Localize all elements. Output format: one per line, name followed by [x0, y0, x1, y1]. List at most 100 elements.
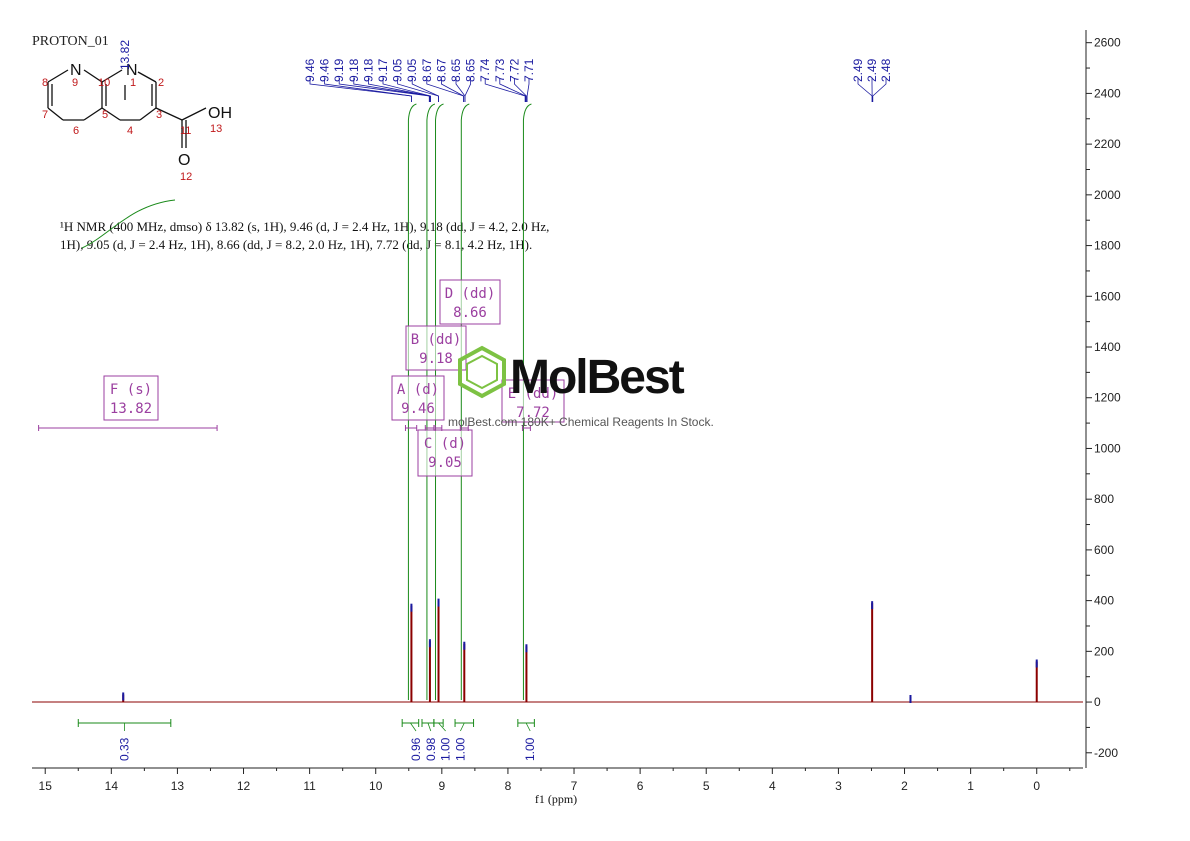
integral-value: 1.00: [523, 737, 537, 761]
atom-number-1: 1: [130, 77, 136, 89]
y-tick-label: 1800: [1094, 239, 1121, 253]
multiplet-shift-label: 13.82: [110, 401, 152, 417]
x-tick-label: 7: [571, 779, 578, 793]
x-axis-label: f1 (ppm): [535, 792, 577, 806]
multiplet-shift-label: 7.72: [516, 405, 550, 421]
x-tick-label: 0: [1033, 779, 1040, 793]
y-tick-label: 2600: [1094, 36, 1121, 50]
atom-number-8: 8: [42, 77, 48, 89]
peak-leader-line: [484, 78, 526, 102]
multiplet-box: [439, 279, 501, 325]
peak-label: 8.67: [420, 58, 434, 82]
peak-leader-line: [411, 78, 439, 102]
peak-label: 8.67: [434, 58, 448, 82]
molecule-structure: [47, 69, 207, 148]
multiplet-box: [103, 375, 159, 421]
atom-number-13: 13: [210, 123, 222, 135]
atom-number-11: 11: [180, 125, 191, 137]
peak-label: 9.05: [405, 58, 419, 82]
watermark-tagline: molBest.com 180K+ Chemical Reagents In S…: [448, 415, 714, 429]
integral-value: 0.98: [424, 737, 438, 761]
peak-leader-line: [464, 78, 471, 102]
integral-value: 0.96: [409, 737, 423, 761]
atom-number-2: 2: [158, 77, 164, 89]
y-tick-label: 600: [1094, 543, 1114, 557]
atom-number-10: 10: [98, 77, 110, 89]
y-tick-label: 2400: [1094, 86, 1121, 100]
atom-oh13: OH: [208, 105, 232, 122]
peak-leader-line: [324, 78, 412, 102]
x-tick-label: 6: [637, 779, 644, 793]
axes: 15 14 13 12 11 10 9 8 7 6 5 4 3 2 1 0-20002004006008001…: [32, 30, 1121, 793]
integral-link-curve: [81, 199, 176, 249]
integral-leader: [438, 722, 446, 732]
peak-leader-line: [338, 78, 430, 102]
peak-leader-line: [499, 78, 527, 102]
x-tick-label: 5: [703, 779, 710, 793]
multiplet-shift-label: 9.05: [428, 455, 462, 471]
integral-value: 1.00: [453, 737, 467, 761]
peak-label: 7.74: [478, 58, 492, 82]
integral-leader: [525, 722, 531, 732]
peak-label: 7.73: [493, 58, 507, 82]
integral-leader: [460, 722, 465, 732]
peak-label: 7.71: [522, 58, 536, 82]
peak-leader-line: [872, 78, 887, 102]
peak-label: 8.65: [449, 58, 463, 82]
x-tick-label: 3: [835, 779, 842, 793]
multiplet-type-label: B (dd): [411, 332, 462, 348]
y-tick-label: 800: [1094, 492, 1114, 506]
x-tick-label: 4: [769, 779, 776, 793]
y-tick-label: 1400: [1094, 340, 1121, 354]
multiplet-type-label: C (d): [424, 436, 466, 452]
watermark: MolBest molBest.com 180K+ Chemical Reage…: [448, 345, 714, 429]
atom-number-9: 9: [72, 77, 78, 89]
integral-brackets: 0.33 0.96 0.98 1.00 1.00 1.00: [77, 719, 537, 761]
atom-number-7: 7: [42, 109, 48, 121]
nmr-description-line1: ¹H NMR (400 MHz, dmso) δ 13.82 (s, 1H), …: [60, 219, 549, 234]
multiplet-shift-label: 8.66: [453, 305, 487, 321]
multiplet-box: [417, 429, 473, 477]
x-tick-label: 10: [369, 779, 383, 793]
x-tick-label: 1: [967, 779, 974, 793]
watermark-brand: MolBest: [510, 351, 685, 404]
atom-o12: O: [178, 152, 190, 169]
peak-leader-line: [526, 78, 530, 102]
integral-curve: [435, 103, 444, 700]
x-tick-label: 15: [39, 779, 53, 793]
atom-number-4: 4: [127, 125, 133, 137]
x-tick-label: 2: [901, 779, 908, 793]
integral-curve: [407, 103, 417, 700]
integral-value: 1.00: [439, 737, 453, 761]
multiplet-type-label: A (d): [397, 382, 439, 398]
atom-n9: N: [70, 62, 82, 79]
multiplet-type-label: D (dd): [445, 286, 496, 302]
y-tick-label: 2200: [1094, 137, 1121, 151]
y-tick-label: 400: [1094, 594, 1114, 608]
peak-label: 7.72: [507, 58, 521, 82]
multiplet-shift-label: 9.18: [419, 351, 453, 367]
peak-label: 2.48: [879, 58, 893, 82]
structure-shift-label: 13.82: [118, 40, 132, 70]
integral-curves: [407, 103, 532, 700]
y-tick-label: 1600: [1094, 289, 1121, 303]
x-tick-label: 11: [303, 779, 316, 793]
peak-label: 9.46: [303, 58, 317, 82]
multiplet-box: [501, 379, 565, 423]
y-tick-label: 1200: [1094, 391, 1121, 405]
chart-title: PROTON_01: [32, 34, 109, 49]
x-tick-label: 8: [505, 779, 512, 793]
atom-number-5: 5: [102, 109, 108, 121]
atom-number-3: 3: [156, 109, 162, 121]
integral-curve: [426, 103, 436, 700]
integral-curve: [460, 103, 470, 700]
molecule-labels: N N O OH 9 1 2 3 4 5 6 7 8 10 11 12 13 1…: [42, 40, 232, 183]
x-tick-label: 9: [438, 779, 445, 793]
peak-leader-line: [382, 78, 431, 102]
peak-label: 9.19: [332, 58, 346, 82]
molbest-hexagon-icon: [458, 345, 506, 399]
atom-n1: N: [126, 62, 138, 79]
atom-number-12: 12: [180, 171, 192, 183]
integral-value: 0.33: [118, 737, 132, 761]
